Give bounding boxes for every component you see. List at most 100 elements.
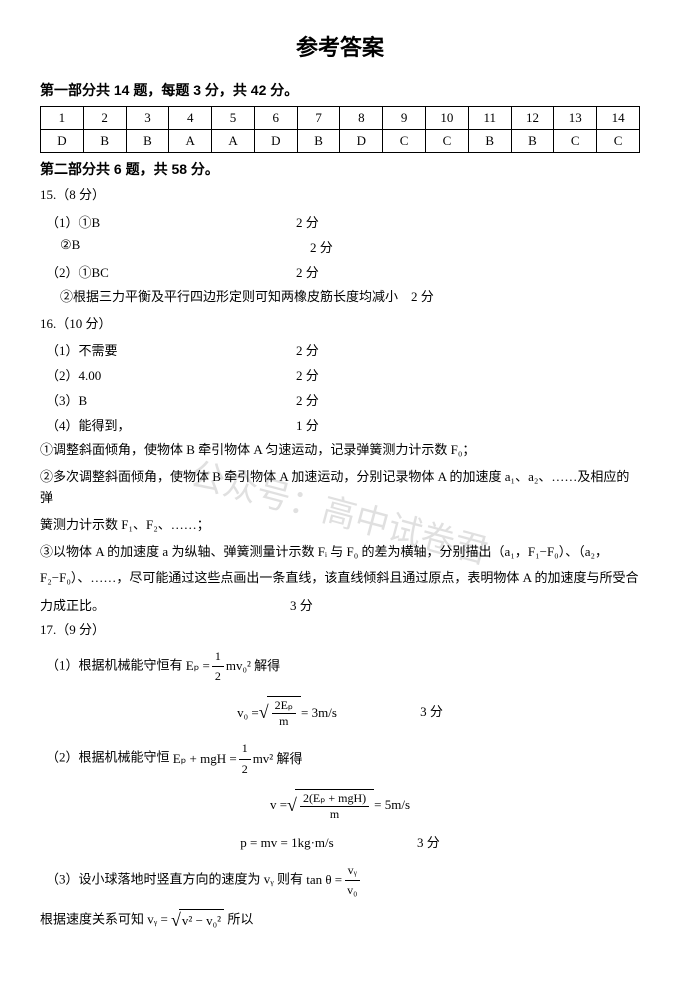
answer-col-val: A	[169, 130, 212, 153]
q16-step3c: 力成正比。	[40, 595, 290, 614]
q17-f1-rad-den: m	[276, 714, 291, 729]
answer-col-val: B	[83, 130, 126, 153]
answer-col-val: B	[297, 130, 340, 153]
q17-f2-rad-num: 2(Eₚ + mgH)	[300, 791, 369, 807]
answer-col-num: 7	[297, 107, 340, 130]
q16-row4: （4）能得到， 1 分	[40, 415, 640, 434]
answer-col-val: B	[468, 130, 511, 153]
answer-col-num: 11	[468, 107, 511, 130]
q17-f1-rhs: = 3m/s	[301, 705, 337, 721]
q17-f1-sqrt: √ 2Eₚ m	[259, 696, 301, 729]
q17-p1-text: （1）根据机械能守恒有	[46, 658, 186, 673]
q17-p2-text: （2）根据机械能守恒	[46, 750, 173, 765]
q16-step3a: ③以物体 A 的加速度 a 为纵轴、弹簧测量计示数 Fᵢ 与 F₀ 的差为横轴，…	[40, 542, 640, 563]
q17-p2-frac-num: 1	[239, 739, 251, 759]
q16-r4-pts: 1 分	[296, 415, 640, 434]
q15-r3-left: （2）①BC	[46, 262, 296, 281]
q17-p4-text-b: 所以	[227, 911, 253, 926]
q17-f2-frac: 2(Eₚ + mgH) m	[300, 791, 369, 822]
q16-row3: （3）B 2 分	[40, 390, 640, 409]
answer-col-val: C	[426, 130, 469, 153]
q16-r2-pts: 2 分	[296, 365, 640, 384]
q16-r1-pts: 2 分	[296, 340, 640, 359]
answer-col-val: C	[383, 130, 426, 153]
q17-p1-rhs: mv₀² 解得	[226, 656, 280, 677]
q17-p1-frac-num: 1	[212, 647, 224, 667]
q17-f2-sqrt: √ 2(Eₚ + mgH) m	[287, 789, 374, 822]
answer-col-val: C	[597, 130, 640, 153]
q15-r2-pts: 2 分	[310, 237, 640, 256]
answer-col-num: 5	[212, 107, 255, 130]
q17-f1-frac: 2Eₚ m	[272, 698, 296, 729]
q15-row4: ②根据三力平衡及平行四边形定则可知两橡皮筋长度均减小 2 分	[40, 287, 640, 308]
answer-col-num: 2	[83, 107, 126, 130]
q17-p3-text: （3）设小球落地时竖直方向的速度为 vᵧ 则有	[46, 871, 306, 886]
q16-r1-left: （1）不需要	[46, 340, 296, 359]
q17-p4-text-a: 根据速度关系可知 vᵧ =	[40, 911, 171, 926]
q15-r1-pts: 2 分	[296, 212, 640, 231]
answer-col-val: A	[212, 130, 255, 153]
q16-r4-left: （4）能得到，	[46, 415, 296, 434]
q16-step2b: 簧测力计示数 F₁、F₂、……；	[40, 515, 640, 536]
q17-p1-frac: 1 2	[212, 647, 224, 686]
answer-col-num: 3	[126, 107, 169, 130]
answer-col-val: D	[41, 130, 84, 153]
answer-col-num: 8	[340, 107, 383, 130]
q16-row2: （2）4.00 2 分	[40, 365, 640, 384]
q17-p3-frac-den: v₀	[344, 881, 360, 900]
q17-p2-frac-den: 2	[239, 760, 251, 779]
q16-step1: ①调整斜面倾角，使物体 B 牵引物体 A 匀速运动，记录弹簧测力计示数 F₀；	[40, 440, 640, 461]
answer-col-num: 10	[426, 107, 469, 130]
q17-p2-lhs: Eₚ + mgH =	[173, 749, 237, 770]
answer-col-num: 12	[511, 107, 554, 130]
q17-p4-sqrt: √ v² − v₀²	[171, 906, 224, 935]
q17-p4: 根据速度关系可知 vᵧ = √ v² − v₀² 所以	[40, 906, 640, 935]
q17-f3-pts: 3 分	[417, 832, 440, 851]
q17-f2-rad-den: m	[327, 807, 342, 822]
q17-p3-tan: tan θ =	[306, 870, 342, 891]
q17-p3-eq: tan θ = vᵧ v₀	[306, 861, 362, 900]
part2-header: 第二部分共 6 题，共 58 分。	[40, 159, 640, 179]
answer-table: 1234567891011121314 DBBAADBDCCBBCC	[40, 106, 640, 153]
q17-f1-lhs: v₀ =	[237, 705, 259, 721]
q17-p3: （3）设小球落地时竖直方向的速度为 vᵧ 则有 tan θ = vᵧ v₀	[40, 861, 640, 900]
answer-col-num: 4	[169, 107, 212, 130]
q16-row1: （1）不需要 2 分	[40, 340, 640, 359]
q17-f3: p = mv = 1kg·m/s 3 分	[40, 832, 640, 851]
q16-step3c-row: 力成正比。 3 分	[40, 595, 640, 614]
q16-step3b: F₂−F₀）、……，尽可能通过这些点画出一条直线，该直线倾斜且通过原点，表明物体…	[40, 568, 640, 589]
page-title: 参考答案	[40, 30, 640, 62]
q15-r1-left: （1）①B	[46, 212, 296, 231]
q15-r2-left: ②B	[60, 237, 310, 256]
q15-row2: ②B 2 分	[40, 237, 640, 256]
q15-head: 15.（8 分）	[40, 185, 640, 206]
q15-r3-pts: 2 分	[296, 262, 640, 281]
answer-col-num: 9	[383, 107, 426, 130]
q17-p1-eq: Eₚ = 1 2 mv₀² 解得	[186, 647, 280, 686]
answer-col-num: 6	[254, 107, 297, 130]
q16-r2-left: （2）4.00	[46, 365, 296, 384]
q16-r3-pts: 2 分	[296, 390, 640, 409]
q16-step3-pts: 3 分	[290, 595, 640, 614]
q17-p2-rhs: mv² 解得	[253, 749, 303, 770]
q17-f2-rhs: = 5m/s	[374, 797, 410, 813]
answer-col-val: D	[254, 130, 297, 153]
q17-p3-frac: vᵧ v₀	[344, 861, 360, 900]
answer-col-num: 14	[597, 107, 640, 130]
q17-head: 17.（9 分）	[40, 620, 640, 641]
part1-header: 第一部分共 14 题，每题 3 分，共 42 分。	[40, 80, 640, 100]
q17-f3-lhs: p = mv = 1kg·m/s	[240, 835, 333, 850]
q17-p1-lhs: Eₚ =	[186, 656, 210, 677]
answer-col-num: 13	[554, 107, 597, 130]
q17-p2-frac: 1 2	[239, 739, 251, 778]
q17-f1-rad-num: 2Eₚ	[272, 698, 296, 714]
answer-col-val: B	[126, 130, 169, 153]
q16-r3-left: （3）B	[46, 390, 296, 409]
q15-row3: （2）①BC 2 分	[40, 262, 640, 281]
q17-f2-lhs: v =	[270, 797, 287, 813]
q16-step2a: ②多次调整斜面倾角，使物体 B 牵引物体 A 加速运动，分别记录物体 A 的加速…	[40, 467, 640, 509]
answer-col-num: 1	[41, 107, 84, 130]
q17-f2: v = √ 2(Eₚ + mgH) m = 5m/s	[40, 789, 640, 822]
q17-p3-frac-num: vᵧ	[345, 861, 360, 881]
q17-p1: （1）根据机械能守恒有 Eₚ = 1 2 mv₀² 解得	[40, 647, 640, 686]
